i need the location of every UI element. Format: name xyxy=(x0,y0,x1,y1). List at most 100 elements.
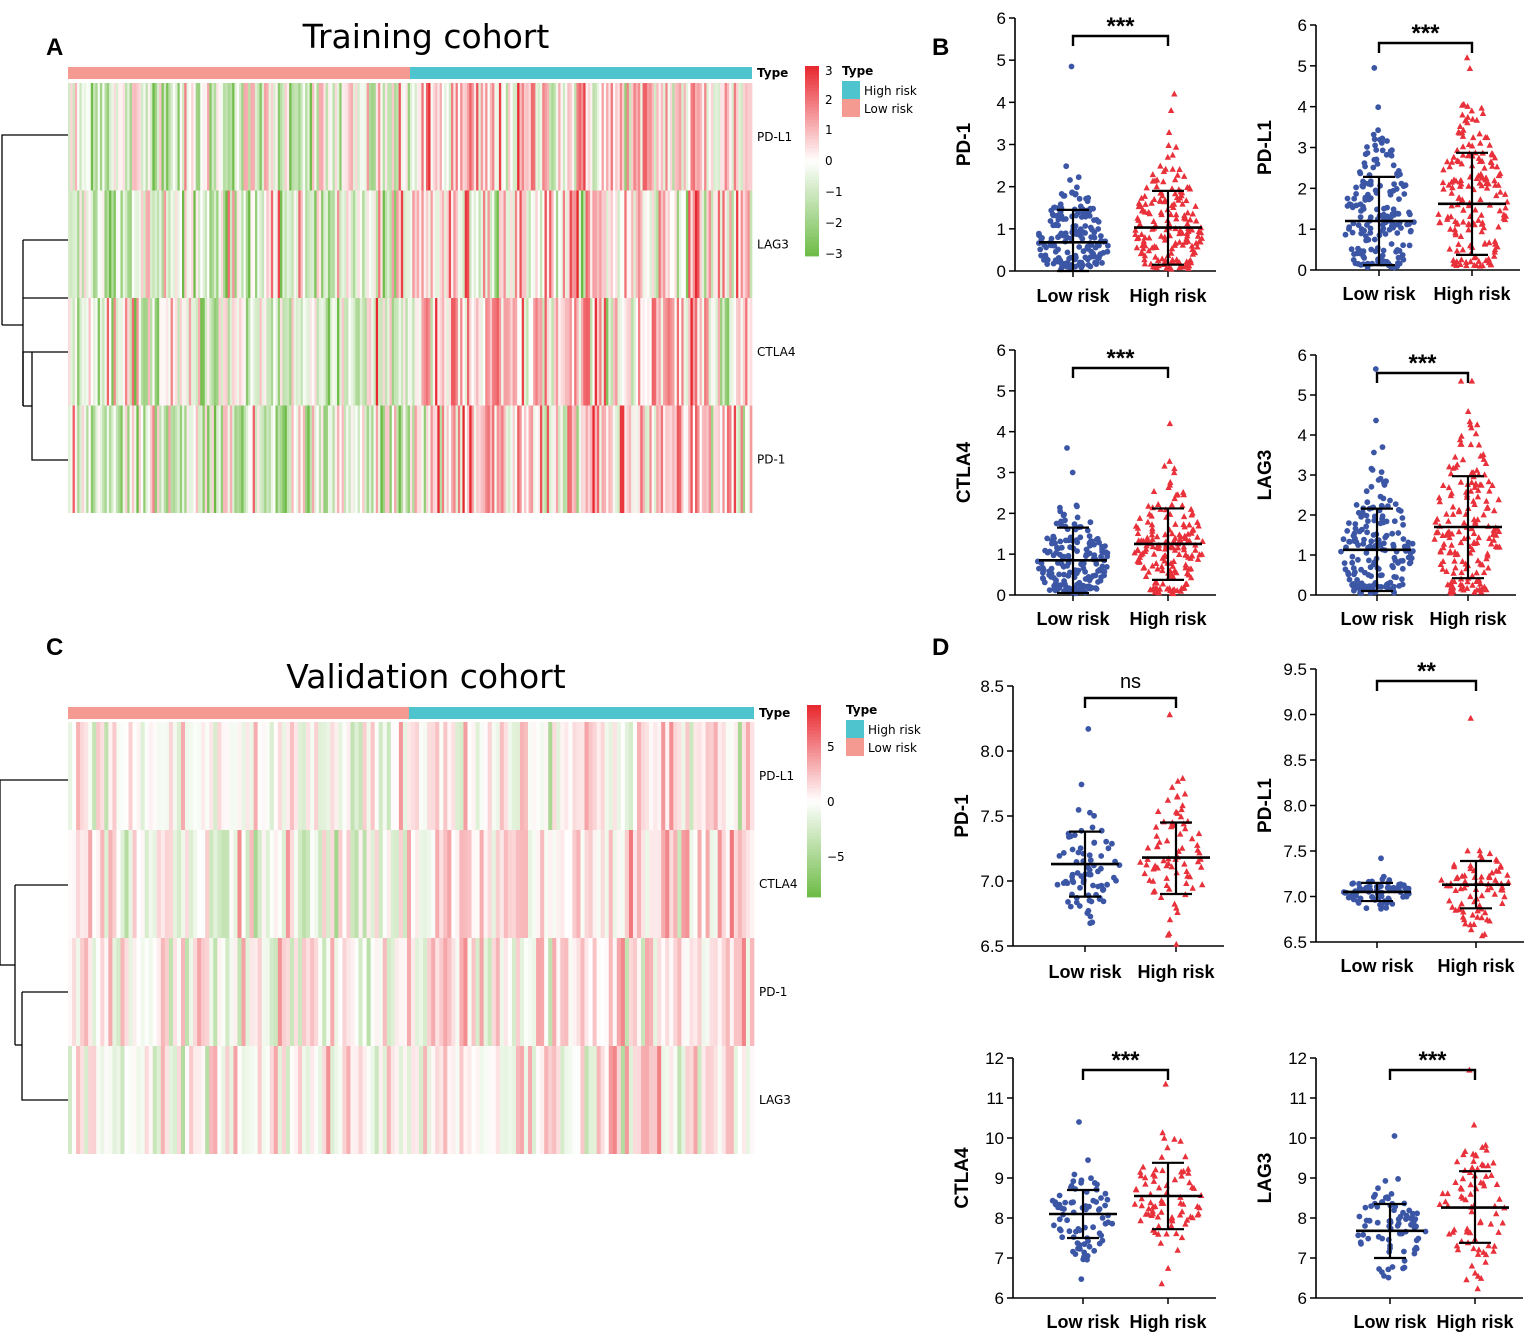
heatmap-cell xyxy=(348,190,352,298)
heatmap-cell xyxy=(706,190,710,298)
heatmap-cell xyxy=(592,83,596,191)
heatmap-cell xyxy=(234,298,238,406)
data-point xyxy=(1377,901,1383,908)
heatmap-cell xyxy=(285,1046,291,1154)
heatmap-cell xyxy=(731,83,735,191)
data-point xyxy=(1174,544,1182,551)
heatmap-cell xyxy=(307,83,311,191)
data-point xyxy=(1485,1242,1492,1249)
heatmap-cell xyxy=(338,1046,343,1154)
y-tick-label: 12 xyxy=(1288,1049,1307,1068)
data-point xyxy=(1367,543,1374,550)
heatmap-cell xyxy=(514,83,518,191)
heatmap-cell xyxy=(298,190,301,298)
data-point xyxy=(1146,234,1153,241)
heatmap-cell xyxy=(305,405,308,513)
heatmap-cell xyxy=(250,405,254,513)
heatmap-cell xyxy=(330,830,335,938)
heatmap-cell xyxy=(524,83,527,191)
heatmap-cell xyxy=(498,298,502,406)
heatmap-cell xyxy=(375,190,379,298)
bracket-line xyxy=(1388,1068,1477,1080)
heatmap-cell xyxy=(197,1046,202,1154)
heatmap-cell xyxy=(574,298,577,406)
heatmap-cell xyxy=(221,830,226,938)
x-category-label: High risk xyxy=(1129,1312,1207,1332)
heatmap-cell xyxy=(526,190,529,298)
heatmap-cell xyxy=(632,830,638,938)
data-point xyxy=(1183,880,1190,886)
heatmap-cell xyxy=(423,83,427,191)
data-point xyxy=(1055,234,1061,241)
data-point xyxy=(1149,586,1156,593)
heatmap-cell xyxy=(269,722,275,830)
heatmap-cell xyxy=(261,190,265,298)
data-point xyxy=(1355,222,1362,229)
heatmap-cell xyxy=(580,1046,585,1154)
significance-bracket xyxy=(1375,679,1478,691)
data-point xyxy=(1091,839,1098,846)
heatmap-cell xyxy=(626,405,630,513)
heatmap-cell xyxy=(446,83,450,191)
heatmap-cell xyxy=(314,722,319,830)
heatmap-cell xyxy=(615,190,618,298)
heatmap-cell xyxy=(681,830,686,938)
data-point xyxy=(1368,538,1375,545)
heatmap-cell xyxy=(186,190,190,298)
heatmap-cell xyxy=(581,190,584,298)
data-point xyxy=(1168,1215,1175,1222)
mean-sd-bar xyxy=(1134,189,1202,266)
color-scale-step xyxy=(807,833,821,837)
data-point xyxy=(1179,502,1186,509)
heatmap-cell xyxy=(610,298,614,406)
heatmap-cell xyxy=(467,830,472,938)
heatmap-cell xyxy=(223,190,226,298)
data-point xyxy=(1169,151,1176,158)
data-point xyxy=(1052,248,1059,255)
heatmap-cell xyxy=(657,830,662,938)
data-point xyxy=(1432,518,1439,525)
heatmap-cell xyxy=(406,1046,412,1154)
data-point xyxy=(1137,858,1144,865)
data-point xyxy=(1341,560,1348,566)
heatmap-cell xyxy=(674,298,678,406)
heatmap-cell xyxy=(348,83,352,191)
data-point xyxy=(1157,894,1165,900)
heatmap-cell xyxy=(241,938,246,1046)
heatmap-cell xyxy=(685,83,689,191)
data-point xyxy=(1172,143,1180,150)
data-point xyxy=(1436,218,1444,225)
data-point xyxy=(1347,893,1354,900)
data-point xyxy=(1456,436,1464,443)
heatmap-cell xyxy=(705,1046,710,1154)
data-point xyxy=(1399,557,1406,564)
heatmap-cell xyxy=(163,405,167,513)
data-point xyxy=(1456,905,1463,912)
heatmap-cell xyxy=(407,405,411,513)
heatmap-cell xyxy=(132,1046,137,1154)
mean-sd-bar xyxy=(1049,1188,1117,1240)
heatmap-cell xyxy=(592,190,596,298)
heatmap-cell xyxy=(334,405,338,513)
heatmap-cell xyxy=(569,190,573,298)
heatmap-cell xyxy=(479,722,484,830)
heatmap-cell xyxy=(423,190,427,298)
heatmap-cell xyxy=(455,190,459,298)
color-scale-step xyxy=(807,868,821,872)
heatmap-cell xyxy=(172,298,176,406)
heatmap-cell xyxy=(414,405,418,513)
data-point xyxy=(1490,526,1497,533)
heatmap-cell xyxy=(715,83,719,191)
heatmap-cell xyxy=(234,405,238,513)
heatmap-cell xyxy=(415,938,420,1046)
heatmap-cell xyxy=(245,722,250,830)
data-point xyxy=(1370,1194,1377,1200)
data-point xyxy=(1184,872,1191,879)
heatmap-cell xyxy=(402,938,408,1046)
data-point xyxy=(1401,1257,1408,1264)
heatmap-cell xyxy=(270,190,274,298)
data-point xyxy=(1170,200,1178,207)
data-point xyxy=(1444,213,1451,220)
heatmap-cell xyxy=(202,405,206,513)
data-point xyxy=(1187,505,1195,512)
